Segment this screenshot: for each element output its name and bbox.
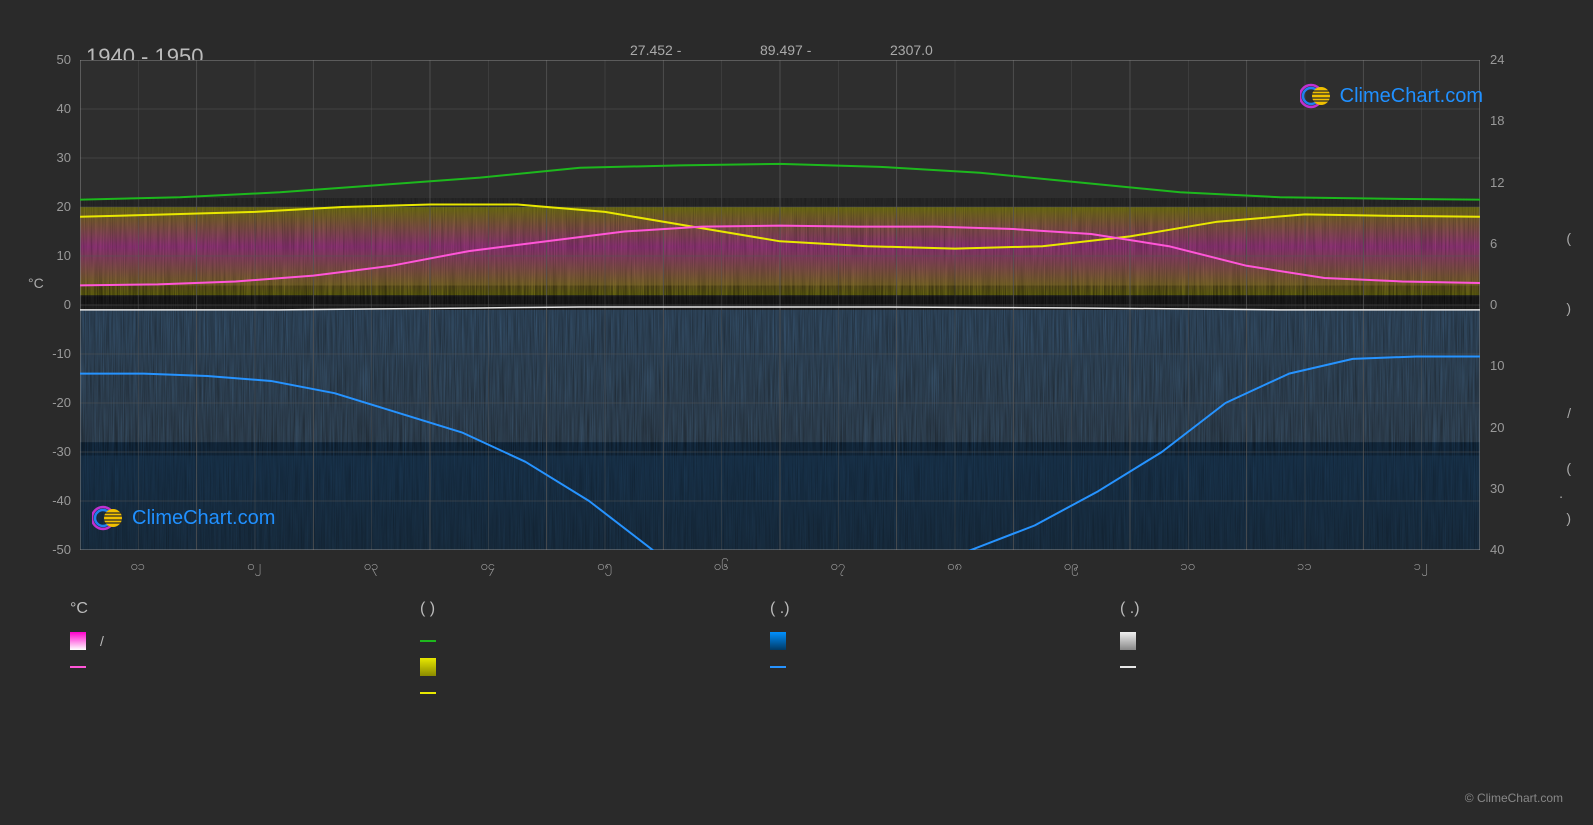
brand-logo-bottom: ClimeChart.com (92, 502, 275, 534)
legend-line (1120, 666, 1136, 668)
brand-logo-top: ClimeChart.com (1300, 80, 1483, 112)
legend-item (420, 654, 770, 680)
legend-swatch (70, 632, 86, 650)
legend-group: ( ) (420, 600, 770, 706)
legend-item (770, 654, 1120, 680)
header-elev: 2307.0 (890, 42, 933, 58)
right-top-paren: ( (1566, 230, 1571, 246)
right-top-paren-close: ) (1566, 300, 1571, 316)
legend-line (770, 666, 786, 668)
header-lon: 89.497 - (760, 42, 811, 58)
legend-header: ( .) (1120, 600, 1470, 628)
right-bot-paren-open: ( (1566, 460, 1571, 476)
legend-item (1120, 654, 1470, 680)
legend-header: ( ) (420, 600, 770, 628)
legend-line (70, 666, 86, 668)
brand-text: ClimeChart.com (1340, 85, 1483, 108)
logo-mark-icon (92, 502, 124, 534)
climate-chart (80, 60, 1480, 550)
legend-item (770, 628, 1120, 654)
legend-group: °C / (70, 600, 420, 680)
legend-item (420, 628, 770, 654)
legend-item (420, 680, 770, 706)
legend-swatch (1120, 632, 1136, 650)
legend-item: / (70, 628, 420, 654)
right-bot-paren-close: ) (1566, 510, 1571, 526)
legend-item (70, 654, 420, 680)
legend-item (1120, 628, 1470, 654)
legend-swatch (420, 658, 436, 676)
legend: °C/( )( .)( .) (70, 600, 1550, 706)
legend-swatch (770, 632, 786, 650)
brand-text: ClimeChart.com (132, 507, 275, 530)
legend-line (420, 640, 436, 642)
legend-label: / (100, 633, 104, 649)
legend-group: ( .) (1120, 600, 1470, 680)
y-left-unit: °C (28, 275, 44, 291)
logo-mark-icon (1300, 80, 1332, 112)
legend-header: ( .) (770, 600, 1120, 628)
legend-group: ( .) (770, 600, 1120, 680)
right-slash: / (1567, 405, 1571, 421)
header-lat: 27.452 - (630, 42, 681, 58)
legend-header: °C (70, 600, 420, 628)
copyright: © ClimeChart.com (1465, 791, 1563, 805)
chart-svg (80, 60, 1480, 550)
legend-line (420, 692, 436, 694)
right-bot-dot: . (1559, 485, 1563, 501)
